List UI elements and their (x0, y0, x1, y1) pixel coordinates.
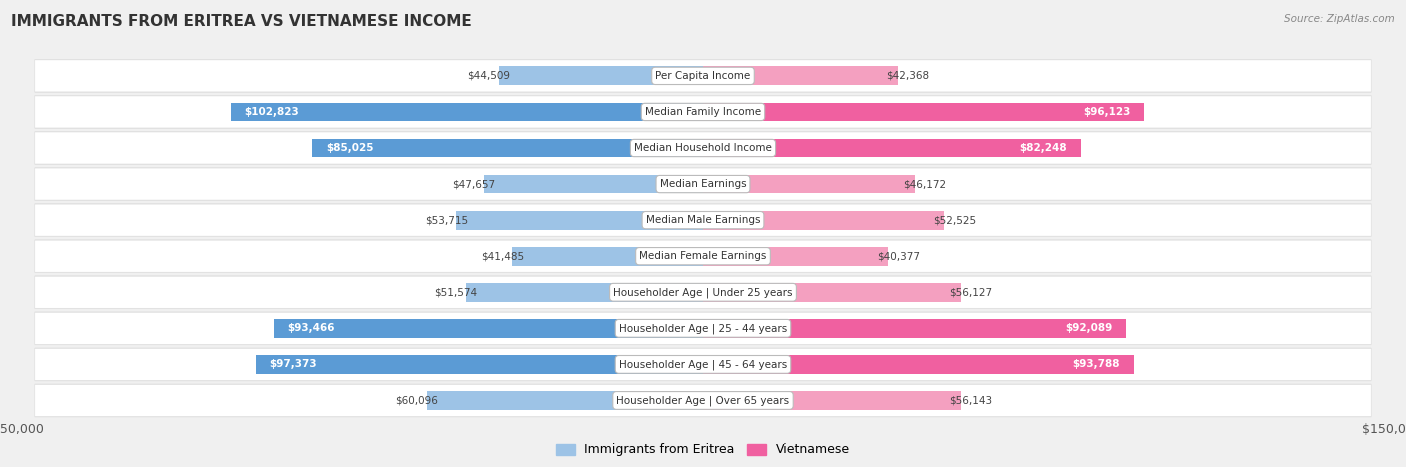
Text: $46,172: $46,172 (904, 179, 946, 189)
FancyBboxPatch shape (35, 59, 1371, 92)
Text: $52,525: $52,525 (932, 215, 976, 225)
Text: Median Female Earnings: Median Female Earnings (640, 251, 766, 261)
Bar (703, 211, 945, 229)
Bar (703, 319, 1126, 338)
Bar (512, 247, 703, 266)
Legend: Immigrants from Eritrea, Vietnamese: Immigrants from Eritrea, Vietnamese (551, 439, 855, 461)
Text: $82,248: $82,248 (1019, 143, 1067, 153)
Text: $56,127: $56,127 (949, 287, 993, 297)
Text: $93,466: $93,466 (287, 323, 335, 333)
FancyBboxPatch shape (35, 312, 1371, 344)
FancyBboxPatch shape (35, 204, 1371, 236)
Text: $53,715: $53,715 (425, 215, 468, 225)
Text: Median Household Income: Median Household Income (634, 143, 772, 153)
Text: Per Capita Income: Per Capita Income (655, 71, 751, 81)
FancyBboxPatch shape (35, 167, 1371, 201)
Bar (427, 391, 703, 410)
Bar (703, 139, 1081, 157)
Text: $56,143: $56,143 (949, 396, 993, 405)
Text: $96,123: $96,123 (1084, 107, 1130, 117)
Text: $40,377: $40,377 (877, 251, 920, 261)
Bar (703, 175, 915, 193)
FancyBboxPatch shape (35, 168, 1371, 200)
FancyBboxPatch shape (35, 60, 1371, 92)
Text: $93,788: $93,788 (1073, 360, 1121, 369)
Bar (703, 283, 960, 302)
Text: Householder Age | Over 65 years: Householder Age | Over 65 years (616, 395, 790, 406)
Bar (231, 103, 703, 121)
Bar (703, 66, 897, 85)
Bar (274, 319, 703, 338)
FancyBboxPatch shape (35, 96, 1371, 128)
Text: Householder Age | 45 - 64 years: Householder Age | 45 - 64 years (619, 359, 787, 370)
Text: $60,096: $60,096 (395, 396, 439, 405)
Text: $47,657: $47,657 (453, 179, 495, 189)
Bar (457, 211, 703, 229)
Text: $41,485: $41,485 (481, 251, 524, 261)
FancyBboxPatch shape (35, 384, 1371, 417)
Text: Source: ZipAtlas.com: Source: ZipAtlas.com (1284, 14, 1395, 24)
Text: Householder Age | Under 25 years: Householder Age | Under 25 years (613, 287, 793, 297)
FancyBboxPatch shape (35, 203, 1371, 237)
Text: Median Earnings: Median Earnings (659, 179, 747, 189)
FancyBboxPatch shape (35, 240, 1371, 272)
FancyBboxPatch shape (35, 276, 1371, 309)
Text: $42,368: $42,368 (886, 71, 929, 81)
Text: $97,373: $97,373 (270, 360, 318, 369)
Bar (256, 355, 703, 374)
Text: Median Family Income: Median Family Income (645, 107, 761, 117)
FancyBboxPatch shape (35, 311, 1371, 345)
Bar (312, 139, 703, 157)
Text: $51,574: $51,574 (434, 287, 478, 297)
Bar (703, 103, 1144, 121)
Text: Median Male Earnings: Median Male Earnings (645, 215, 761, 225)
Text: $92,089: $92,089 (1064, 323, 1112, 333)
FancyBboxPatch shape (35, 384, 1371, 417)
Text: $44,509: $44,509 (467, 71, 510, 81)
Bar (499, 66, 703, 85)
FancyBboxPatch shape (35, 95, 1371, 129)
FancyBboxPatch shape (35, 131, 1371, 165)
FancyBboxPatch shape (35, 348, 1371, 381)
Text: $85,025: $85,025 (326, 143, 374, 153)
Bar (703, 391, 960, 410)
Bar (703, 247, 889, 266)
Text: Householder Age | 25 - 44 years: Householder Age | 25 - 44 years (619, 323, 787, 333)
Bar (484, 175, 703, 193)
FancyBboxPatch shape (35, 276, 1371, 308)
Text: IMMIGRANTS FROM ERITREA VS VIETNAMESE INCOME: IMMIGRANTS FROM ERITREA VS VIETNAMESE IN… (11, 14, 472, 29)
Bar (703, 355, 1133, 374)
FancyBboxPatch shape (35, 132, 1371, 164)
FancyBboxPatch shape (35, 240, 1371, 273)
FancyBboxPatch shape (35, 347, 1371, 381)
Text: $102,823: $102,823 (245, 107, 299, 117)
Bar (467, 283, 703, 302)
